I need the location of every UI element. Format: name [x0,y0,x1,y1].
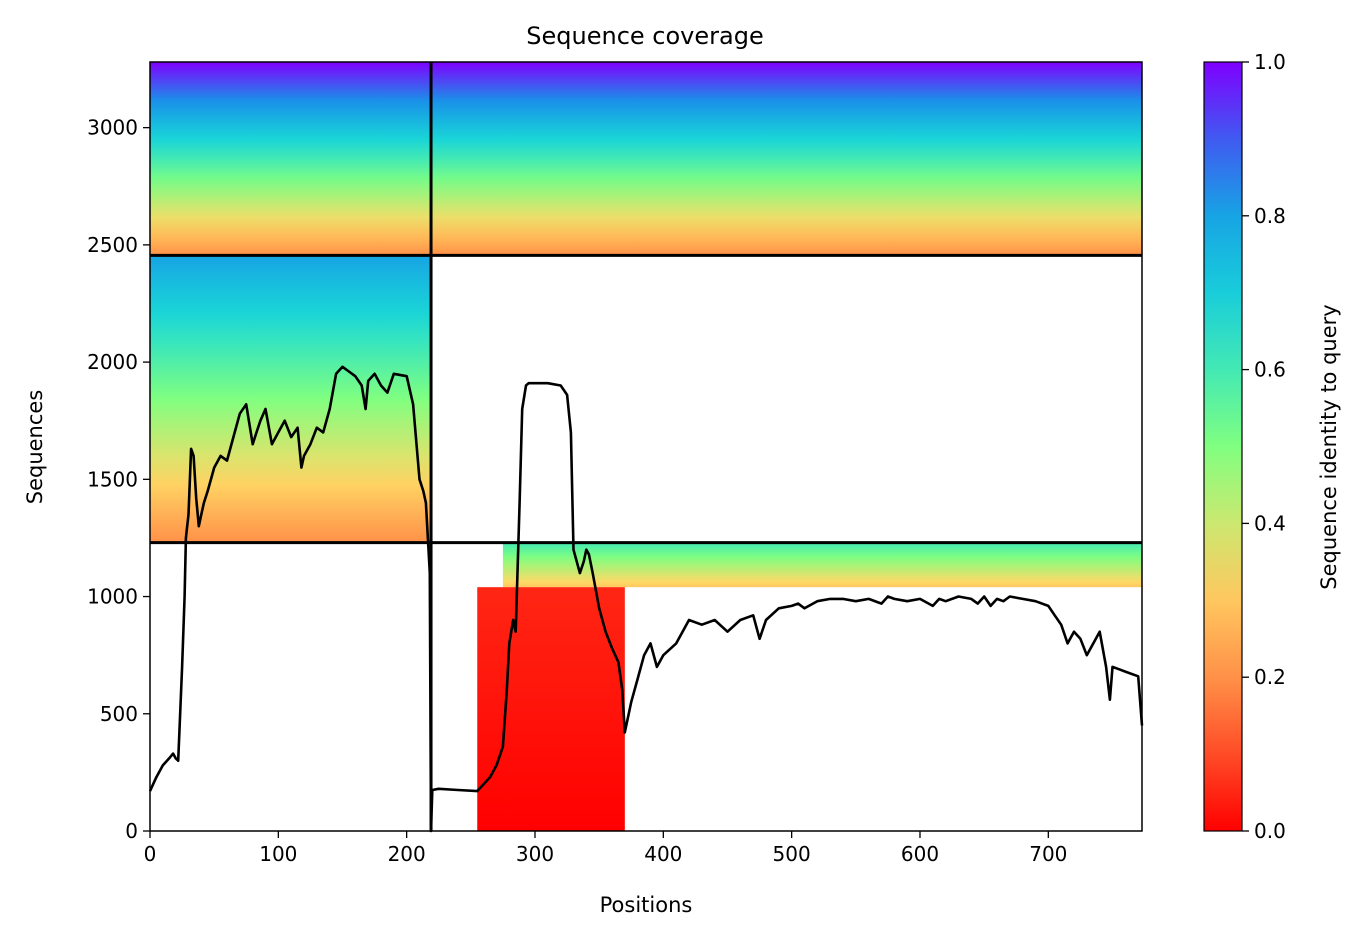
coverage-heatmap [150,62,1142,831]
y-tick-label: 2000 [87,350,138,374]
y-tick-label: 3000 [87,116,138,140]
colorbar-tick-label: 0.6 [1254,358,1286,382]
colorbar-tick-label: 0.0 [1254,819,1286,843]
y-axis-label: Sequences [23,390,47,505]
y-axis: 0 500 1000 1500 2000 2500 3000 [87,116,150,843]
colorbar-tick-label: 0.4 [1254,511,1286,535]
x-axis-label: Positions [600,893,693,917]
coverage-block-4 [502,542,1142,588]
coverage-block-3 [150,255,432,543]
y-tick-label: 2500 [87,233,138,257]
coverage-block-5 [477,587,625,831]
y-tick-label: 1000 [87,585,138,609]
coverage-line [148,365,1144,833]
coverage-block-2 [431,62,1142,256]
coverage-block-1 [150,62,432,256]
chart-title: Sequence coverage [526,22,763,50]
x-tick-label: 400 [644,842,682,866]
colorbar-tick-label: 0.2 [1254,665,1286,689]
y-tick-label: 500 [100,702,138,726]
y-tick-label: 0 [125,819,138,843]
coverage-line-group [148,365,1144,833]
colorbar-axis: 0.0 0.2 0.4 0.6 0.8 1.0 [1242,50,1286,843]
x-tick-label: 100 [259,842,297,866]
colorbar [1203,61,1243,832]
x-tick-label: 700 [1029,842,1067,866]
colorbar-tick-label: 0.8 [1254,204,1286,228]
colorbar-label: Sequence identity to query [1317,304,1341,589]
x-tick-label: 500 [773,842,811,866]
y-tick-label: 1500 [87,467,138,491]
x-tick-label: 300 [516,842,554,866]
x-tick-label: 200 [388,842,426,866]
x-axis: 0 100 200 300 400 500 600 700 [144,831,1067,866]
x-tick-label: 600 [901,842,939,866]
colorbar-tick-label: 1.0 [1254,50,1286,74]
plot-frame [149,61,1143,832]
x-tick-label: 0 [144,842,157,866]
